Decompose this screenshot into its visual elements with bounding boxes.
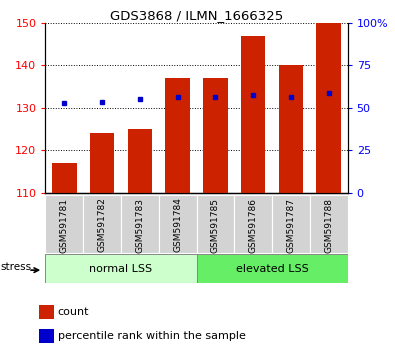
Bar — [45, 195, 83, 253]
Bar — [197, 254, 348, 283]
Title: GDS3868 / ILMN_1666325: GDS3868 / ILMN_1666325 — [110, 9, 283, 22]
Text: stress: stress — [1, 262, 32, 272]
Bar — [159, 195, 197, 253]
Text: elevated LSS: elevated LSS — [236, 264, 308, 274]
Bar — [203, 78, 228, 193]
Text: normal LSS: normal LSS — [89, 264, 152, 274]
Bar — [310, 195, 348, 253]
Bar — [234, 195, 272, 253]
Bar — [278, 65, 303, 193]
Text: GSM591782: GSM591782 — [98, 198, 107, 252]
Text: GSM591787: GSM591787 — [286, 198, 295, 253]
Bar — [90, 133, 115, 193]
Text: count: count — [58, 307, 89, 317]
Bar — [39, 329, 54, 343]
Bar — [83, 195, 121, 253]
Text: GSM591785: GSM591785 — [211, 198, 220, 253]
Bar — [197, 195, 234, 253]
Text: percentile rank within the sample: percentile rank within the sample — [58, 331, 246, 341]
Bar — [128, 129, 152, 193]
Bar — [121, 195, 159, 253]
Bar — [166, 78, 190, 193]
Text: GSM591781: GSM591781 — [60, 198, 69, 253]
Text: GSM591786: GSM591786 — [249, 198, 258, 253]
Bar — [52, 163, 77, 193]
Bar — [272, 195, 310, 253]
Text: GSM591788: GSM591788 — [324, 198, 333, 253]
Bar — [39, 304, 54, 319]
Text: GSM591784: GSM591784 — [173, 198, 182, 252]
Bar — [241, 36, 265, 193]
Text: GSM591783: GSM591783 — [135, 198, 144, 253]
Bar — [316, 23, 341, 193]
Bar — [45, 254, 197, 283]
